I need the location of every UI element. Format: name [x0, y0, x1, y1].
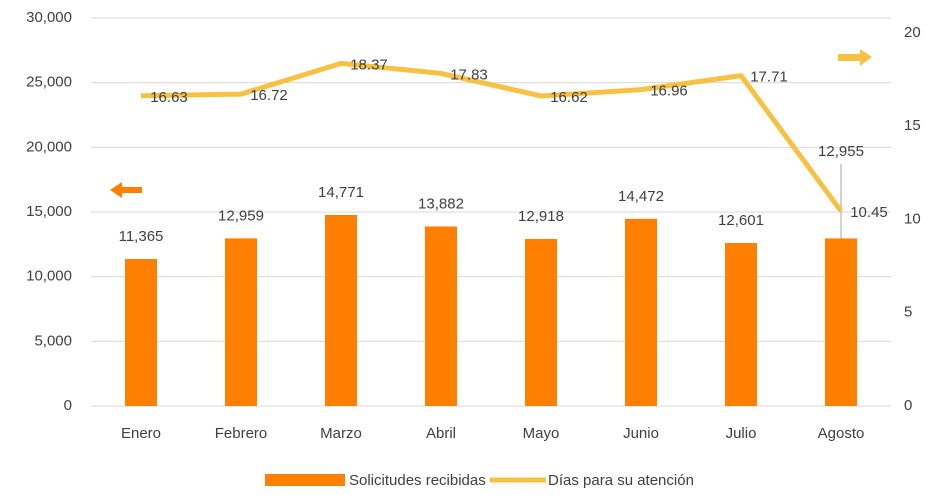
- x-tick-label: Enero: [121, 425, 161, 442]
- bar: [425, 226, 457, 406]
- y-tick-label: 0: [64, 397, 72, 414]
- bar: [825, 238, 857, 406]
- bar: [325, 214, 357, 406]
- line-value-label: 17.71: [750, 69, 788, 86]
- legend-label: Solicitudes recibidas: [349, 472, 486, 489]
- bar: [625, 218, 657, 406]
- legend-swatch: [265, 474, 345, 486]
- y-tick-label: 30,000: [26, 9, 72, 26]
- line-value-label: 16.62: [550, 89, 588, 106]
- line-value-label: 17.83: [450, 66, 488, 83]
- bar: [225, 238, 257, 406]
- x-tick-label: Febrero: [215, 425, 268, 442]
- line-value-label: 16.96: [650, 83, 688, 100]
- line-value-label: 18.37: [350, 56, 388, 73]
- y-tick-label: 10,000: [26, 268, 72, 285]
- x-tick-label: Agosto: [818, 425, 865, 442]
- y-tick-label: 25,000: [26, 74, 72, 91]
- line-value-label: 16.63: [150, 89, 188, 106]
- left-arrow: [110, 182, 142, 198]
- x-tick-label: Marzo: [320, 425, 362, 442]
- bar-value-label: 12,918: [518, 208, 564, 225]
- x-tick-label: Julio: [726, 425, 757, 442]
- bar-value-label: 12,601: [718, 212, 764, 229]
- bar: [525, 238, 557, 406]
- y2-tick-label: 20: [904, 24, 921, 41]
- bar-value-label: 13,882: [418, 195, 464, 212]
- x-tick-label: Abril: [426, 425, 456, 442]
- y-tick-label: 20,000: [26, 138, 72, 155]
- y2-tick-label: 0: [904, 397, 912, 414]
- line-value-label: 10.45: [850, 204, 888, 221]
- line: [140, 60, 844, 213]
- y-tick-label: 5,000: [34, 332, 72, 349]
- bar-value-label: 11,365: [119, 228, 164, 245]
- bar: [125, 259, 157, 406]
- y2-tick-label: 10: [904, 210, 921, 227]
- axis-arrows: [110, 49, 872, 198]
- y2-tick-label: 15: [904, 117, 921, 134]
- bar-value-label: 14,771: [318, 184, 364, 201]
- line-value-label: 16.72: [250, 87, 288, 104]
- y2-tick-label: 5: [904, 304, 912, 321]
- x-tick-label: Junio: [623, 425, 659, 442]
- bar-value-label: 12,959: [218, 207, 264, 224]
- right-arrow: [838, 49, 872, 66]
- x-tick-label: Mayo: [523, 425, 560, 442]
- bar-value-label: 12,955: [818, 143, 864, 160]
- legend-label: Días para su atención: [548, 472, 694, 489]
- bar-value-label: 14,472: [618, 188, 664, 205]
- bar: [725, 243, 757, 406]
- y-tick-label: 15,000: [26, 203, 72, 220]
